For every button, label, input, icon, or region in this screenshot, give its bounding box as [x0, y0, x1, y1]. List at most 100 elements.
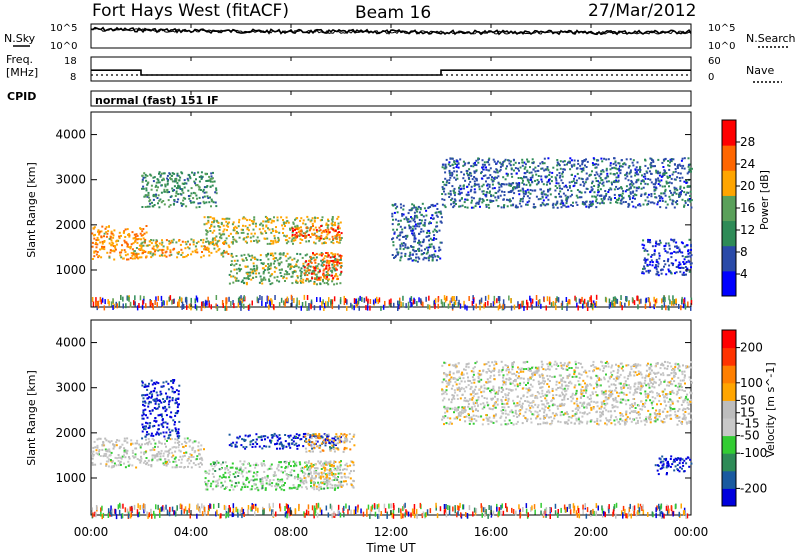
scatter-cell: [317, 278, 320, 281]
scatter-cell: [192, 191, 195, 194]
scatter-cell: [627, 205, 630, 208]
scatter-cell: [127, 464, 130, 467]
scatter-cell: [109, 441, 111, 444]
scatter-cell: [92, 446, 95, 449]
scatter-cell: [688, 168, 691, 171]
scatter-cell: [462, 184, 465, 187]
scatter-cell: [166, 395, 169, 398]
scatter-cell: [230, 260, 233, 263]
scatter-cell: [629, 191, 632, 194]
scatter-cell: [105, 463, 108, 466]
scatter-cell: [130, 439, 133, 442]
ground-cell: [422, 301, 424, 307]
scatter-cell: [285, 216, 288, 219]
scatter-cell: [141, 381, 144, 384]
ground-cell: [325, 301, 327, 307]
ground-cell: [621, 305, 623, 311]
scatter-cell: [208, 250, 211, 253]
ground-cell: [412, 299, 415, 305]
scatter-cell: [299, 253, 302, 256]
scatter-region-0: [91, 225, 148, 261]
scatter-region-1: [141, 379, 181, 440]
scatter-cell: [174, 466, 177, 469]
ground-cell: [566, 305, 568, 311]
scatter-cell: [418, 211, 421, 214]
scatter-cell: [571, 193, 573, 196]
scatter-cell: [107, 460, 110, 463]
scatter-cell: [414, 214, 416, 217]
scatter-cell: [429, 206, 432, 208]
ground-cell: [319, 297, 321, 303]
scatter-cell: [402, 236, 405, 238]
scatter-cell: [582, 180, 585, 183]
scatter-cell: [333, 259, 336, 262]
scatter-cell: [672, 158, 675, 161]
scatter-cell: [140, 451, 143, 454]
scatter-cell: [521, 158, 524, 161]
scatter-cell: [246, 485, 249, 488]
scatter-cell: [568, 186, 571, 189]
scatter-cell: [300, 234, 303, 237]
scatter-cell: [545, 183, 548, 186]
scatter-cell: [207, 221, 210, 224]
scatter-cell: [145, 255, 148, 258]
scatter-cell: [434, 211, 437, 214]
scatter-cell: [301, 239, 304, 241]
scatter-cell: [256, 487, 259, 490]
scatter-cell: [521, 187, 524, 190]
scatter-cell: [685, 244, 688, 247]
ground-cell: [451, 296, 453, 302]
scatter-cell: [120, 251, 123, 254]
scatter-cell: [100, 256, 103, 259]
scatter-cell: [484, 194, 487, 197]
scatter-cell: [189, 453, 192, 456]
scatter-cell: [668, 264, 671, 267]
scatter-cell: [225, 486, 228, 488]
scatter-cell: [334, 484, 336, 487]
scatter-cell: [120, 456, 122, 459]
scatter-cell: [470, 196, 473, 199]
scatter-cell: [278, 263, 281, 265]
colorbar-segment: [722, 145, 736, 171]
scatter-cell: [427, 259, 430, 262]
scatter-cell: [166, 426, 169, 429]
ground-cell: [267, 296, 270, 302]
scatter-cell: [677, 246, 680, 249]
scatter-cell: [159, 400, 161, 403]
noise-left-tick-top: 10^5: [50, 23, 77, 34]
scatter-cell: [183, 437, 186, 440]
scatter-cell: [264, 487, 267, 490]
ground-cell: [157, 295, 159, 301]
scatter-cell: [307, 234, 310, 236]
scatter-cell: [178, 466, 181, 468]
scatter-cell: [331, 437, 334, 440]
scatter-cell: [200, 457, 203, 460]
ground-cell: [156, 302, 158, 308]
scatter-cell: [337, 215, 340, 218]
scatter-cell: [573, 177, 575, 180]
scatter-cell: [642, 203, 645, 206]
scatter-cell: [516, 184, 519, 187]
scatter-cell: [209, 230, 212, 232]
scatter-cell: [319, 253, 322, 256]
scatter-cell: [167, 403, 170, 406]
scatter-cell: [349, 448, 352, 451]
scatter-cell: [261, 477, 264, 479]
scatter-cell: [232, 236, 235, 238]
scatter-cell: [244, 240, 247, 243]
scatter-cell: [687, 198, 690, 201]
scatter-cell: [212, 480, 215, 483]
scatter-cell: [520, 205, 523, 208]
ground-cell: [308, 303, 310, 308]
scatter-cell: [213, 229, 216, 232]
scatter-cell: [233, 485, 236, 488]
scatter-cell: [640, 187, 643, 190]
scatter-cell: [242, 483, 245, 486]
ground-cell: [99, 296, 102, 302]
scatter-cell: [124, 254, 127, 257]
scatter-cell: [304, 476, 307, 479]
scatter-cell: [439, 257, 442, 260]
scatter-cell: [673, 206, 676, 209]
scatter-cell: [399, 256, 402, 259]
scatter-cell: [681, 176, 684, 179]
